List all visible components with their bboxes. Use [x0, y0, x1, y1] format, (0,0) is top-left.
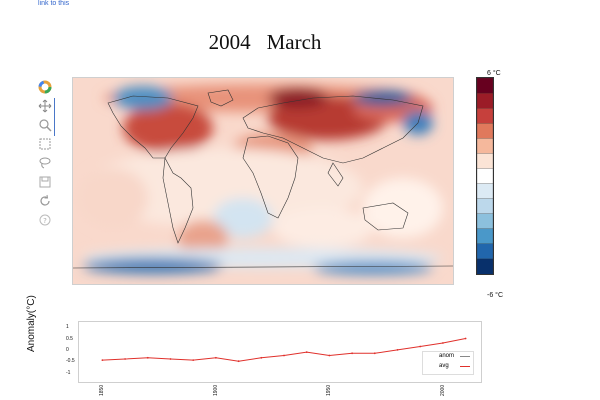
- permalink[interactable]: link to this: [38, 0, 70, 7]
- help-icon[interactable]: ?: [38, 213, 52, 227]
- y-tick-label: 1: [66, 324, 69, 331]
- series-avg-point: [192, 359, 195, 361]
- svg-text:?: ?: [43, 217, 47, 225]
- box-zoom-icon[interactable]: [38, 137, 52, 151]
- toolbar: ?: [38, 80, 55, 232]
- legend-avg-label: avg: [439, 363, 449, 369]
- series-avg-point: [215, 356, 217, 359]
- y-tick-label: 0.5: [66, 335, 73, 342]
- series-avg-point: [283, 354, 285, 357]
- pan-icon[interactable]: [38, 99, 52, 113]
- colorbar-swatch: [476, 92, 494, 109]
- colorbar-swatches: [476, 77, 494, 275]
- colorbar-max-label: 6 °C: [487, 70, 501, 77]
- country-borders: [73, 89, 453, 269]
- map-title: 2004 March: [0, 30, 530, 55]
- x-tick-label: 2000: [439, 384, 446, 396]
- colorbar-min-label: -6 °C: [487, 292, 504, 299]
- series-avg-point: [260, 356, 263, 359]
- series-avg-point: [146, 356, 149, 359]
- x-tick-label: 1950: [326, 384, 333, 396]
- logo-icon[interactable]: [38, 80, 52, 94]
- colorbar: [476, 77, 494, 275]
- series-avg-point: [328, 354, 331, 357]
- series-avg-point: [373, 352, 376, 355]
- colorbar-swatch: [476, 123, 494, 139]
- legend: anom avg: [422, 351, 474, 375]
- colorbar-swatch: [476, 168, 494, 185]
- series-avg-point: [396, 349, 399, 351]
- year-label: 2004: [208, 30, 251, 54]
- colorbar-swatch: [476, 258, 494, 275]
- legend-anom-label: anom: [439, 353, 455, 359]
- lasso-icon[interactable]: [38, 156, 52, 170]
- series-avg-point: [101, 359, 104, 361]
- colorbar-swatch: [476, 243, 494, 260]
- series-avg-point: [442, 342, 444, 344]
- legend-avg-swatch: [460, 366, 470, 367]
- colorbar-swatch: [476, 138, 494, 155]
- colorbar-swatch: [476, 228, 494, 245]
- y-tick-label: -1: [66, 369, 71, 376]
- series-avg-point: [305, 351, 308, 353]
- toolbar-divider: [54, 98, 55, 136]
- colorbar-swatch: [476, 183, 494, 200]
- anomaly-map[interactable]: [72, 77, 454, 285]
- colorbar-swatch: [476, 77, 494, 94]
- legend-anom-swatch: [460, 356, 470, 357]
- month-label: March: [266, 30, 322, 54]
- colorbar-swatch: [476, 107, 494, 124]
- save-icon[interactable]: [38, 175, 52, 189]
- colorbar-swatch: [476, 198, 494, 215]
- colorbar-swatch: [476, 213, 494, 230]
- x-tick-label: 1900: [212, 384, 219, 396]
- series-avg-point: [124, 358, 126, 360]
- y-tick-label: 0: [66, 347, 69, 353]
- series-avg-line: [102, 338, 466, 362]
- series-avg-point: [464, 337, 467, 340]
- colorbar-swatch: [476, 153, 494, 170]
- reset-icon[interactable]: [38, 194, 52, 208]
- series-avg-point: [169, 358, 172, 360]
- series-avg-point: [419, 345, 422, 348]
- y-tick-label: -0.5: [66, 358, 75, 365]
- map-canvas: [73, 78, 453, 284]
- x-tick-label: 1850: [99, 384, 106, 396]
- series-avg-point: [237, 360, 240, 363]
- zoom-icon[interactable]: [38, 118, 52, 132]
- anomaly-field: [78, 84, 443, 275]
- timeseries-canvas: [101, 337, 467, 363]
- y-axis-label: Anomaly(°C): [26, 295, 37, 352]
- series-avg-point: [351, 352, 353, 355]
- anomaly-timeseries[interactable]: [78, 321, 482, 383]
